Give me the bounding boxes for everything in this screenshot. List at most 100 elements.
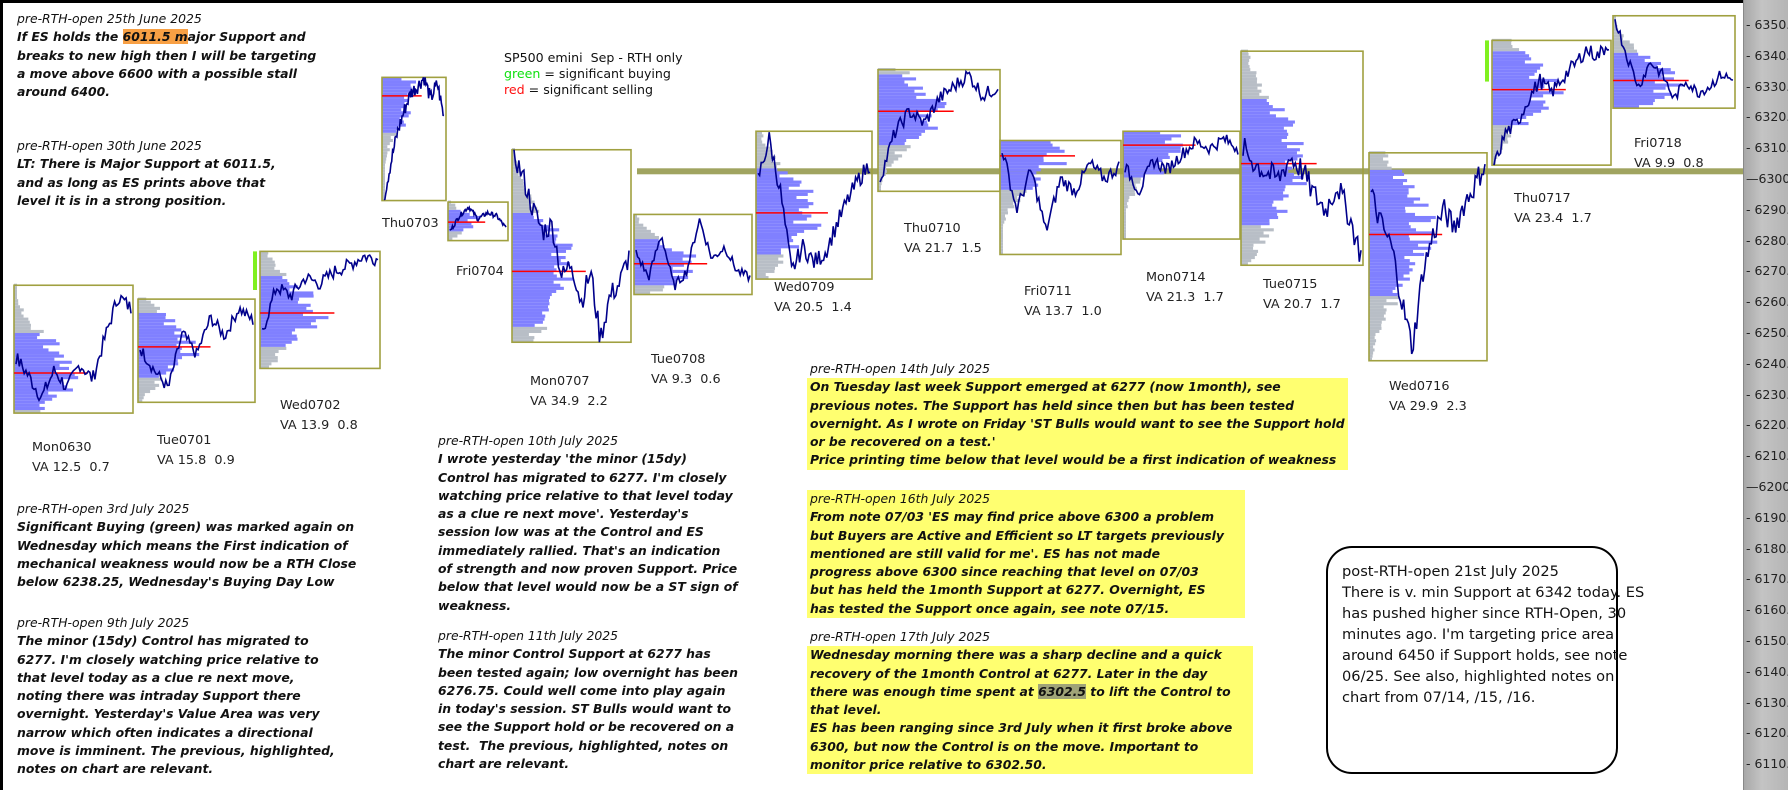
profile-row <box>756 202 814 206</box>
profile-row <box>448 215 480 220</box>
profile-row <box>1241 77 1258 81</box>
profile-row <box>1241 182 1307 186</box>
profile-row <box>1241 151 1297 155</box>
profile-row <box>756 134 764 138</box>
profile-row <box>382 145 388 149</box>
profile-row <box>138 399 143 403</box>
profile-row <box>1000 232 1003 236</box>
profile-row <box>512 333 529 337</box>
note-header: pre-RTH-open 17th July 2025 <box>810 629 991 644</box>
profile-row <box>1369 157 1384 161</box>
profile-row <box>1369 326 1382 330</box>
profile-row <box>1241 160 1286 164</box>
profile-row <box>512 200 535 204</box>
y-tick-label: - 6170.00 <box>1746 571 1788 587</box>
profile-row <box>1000 211 1008 215</box>
profile-row <box>1123 208 1126 212</box>
profile-row <box>14 308 24 312</box>
profile-row <box>1000 177 1041 181</box>
profile-row <box>512 259 561 263</box>
profile-row <box>382 105 406 109</box>
y-tick-label: - 6210.00 <box>1746 448 1788 464</box>
profile-row <box>1492 100 1546 104</box>
profile-row <box>1241 80 1257 84</box>
profile-row <box>1000 208 1008 212</box>
profile-row <box>382 163 385 167</box>
profile-row <box>448 234 458 238</box>
profile-row <box>1000 245 1003 249</box>
y-tick-label: - 6180.00 <box>1746 540 1788 556</box>
profile-row <box>382 148 390 152</box>
profile-row <box>448 237 453 241</box>
price-line <box>1242 137 1362 262</box>
profile-row <box>260 282 290 286</box>
profile-row <box>382 98 409 103</box>
profile-row <box>14 403 40 407</box>
profile-row <box>756 186 789 190</box>
profile-row <box>512 323 535 327</box>
y-tick-label: - 6340.00 <box>1746 47 1788 63</box>
profile-row <box>1241 86 1258 90</box>
profile-row <box>512 243 573 247</box>
profile-row <box>138 393 145 397</box>
profile-row <box>1369 206 1406 210</box>
profile-row <box>1241 61 1249 66</box>
profile-row <box>1123 168 1160 172</box>
profile-row <box>14 369 56 374</box>
profile-row <box>756 220 794 224</box>
profile-row <box>260 306 307 310</box>
profile-row <box>512 185 524 189</box>
profile-row <box>138 368 175 372</box>
profile-row <box>1369 271 1410 275</box>
profile-row <box>1000 251 1003 255</box>
profile-row <box>1369 342 1376 346</box>
profile-row <box>1369 314 1384 318</box>
profile-row <box>1369 348 1375 352</box>
profile-row <box>634 214 638 218</box>
note-0711: pre-RTH-open 11th July 2025 The minor Co… <box>438 627 738 773</box>
price-line <box>15 294 132 403</box>
profile-row <box>1613 31 1621 35</box>
profile-row <box>260 340 292 344</box>
legend-green-text: = significant buying <box>540 66 671 81</box>
price-line <box>879 69 999 183</box>
profile-row <box>756 260 784 264</box>
profile-row <box>878 154 903 158</box>
profile-row <box>1492 109 1542 113</box>
profile-row <box>1123 158 1163 163</box>
note-header: pre-RTH-open 3rd July 2025 <box>17 501 190 516</box>
profile-row <box>1123 214 1126 218</box>
note-0717: pre-RTH-open 17th July 2025 Wednesday mo… <box>807 628 1253 775</box>
profile-row <box>14 354 64 358</box>
profile-row <box>1241 129 1287 133</box>
profile-row <box>1613 21 1617 26</box>
y-tick-label: - 6240.00 <box>1746 355 1788 371</box>
profile-row <box>1000 155 1044 159</box>
profile-row <box>512 320 543 324</box>
profile-row <box>634 239 659 243</box>
profile-row <box>382 77 402 81</box>
profile-row <box>512 215 534 220</box>
note-header: pre-RTH-open 16th July 2025 <box>810 491 991 506</box>
profile-row <box>756 248 781 252</box>
profile-row <box>634 245 665 249</box>
profile-row <box>756 254 784 258</box>
price-line <box>383 77 445 201</box>
profile-row <box>14 333 40 337</box>
profile-row <box>1241 65 1250 69</box>
profile-row <box>1241 256 1255 260</box>
profile-row <box>512 209 540 213</box>
profile-row <box>1241 95 1269 99</box>
profile-row <box>1492 94 1544 98</box>
profile-row <box>1369 317 1386 321</box>
note-body-highlighted: On Tuesday last week Support emerged at … <box>807 378 1348 470</box>
profile-row <box>1241 185 1286 189</box>
note-0709: pre-RTH-open 9th July 2025 The minor (15… <box>17 614 335 779</box>
profile-row <box>260 272 287 277</box>
profile-row <box>1241 206 1277 210</box>
profile-row <box>878 98 941 103</box>
profile-row <box>1613 89 1654 93</box>
profile-row <box>512 305 549 309</box>
profile-row <box>1123 232 1126 236</box>
y-tick-label: - 6260.00 <box>1746 294 1788 310</box>
